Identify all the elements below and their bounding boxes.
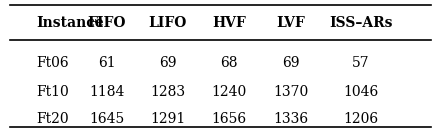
Text: 1240: 1240 (212, 85, 247, 99)
Text: 69: 69 (159, 56, 177, 70)
Text: Instance: Instance (37, 16, 104, 30)
Text: 1336: 1336 (273, 112, 308, 126)
Text: Ft10: Ft10 (37, 85, 69, 99)
Text: 61: 61 (98, 56, 116, 70)
Text: LVF: LVF (276, 16, 305, 30)
Text: LIFO: LIFO (149, 16, 187, 30)
Text: 57: 57 (352, 56, 370, 70)
Text: 1283: 1283 (150, 85, 186, 99)
Text: FIFO: FIFO (87, 16, 126, 30)
Text: 68: 68 (220, 56, 238, 70)
Text: Ft20: Ft20 (37, 112, 69, 126)
Text: HVF: HVF (213, 16, 246, 30)
Text: 1656: 1656 (212, 112, 247, 126)
Text: 1645: 1645 (89, 112, 124, 126)
Text: 1370: 1370 (273, 85, 308, 99)
Text: 1046: 1046 (343, 85, 378, 99)
Text: 1184: 1184 (89, 85, 124, 99)
Text: 1206: 1206 (343, 112, 378, 126)
Text: ISS–ARs: ISS–ARs (329, 16, 392, 30)
Text: Ft06: Ft06 (37, 56, 69, 70)
Text: 1291: 1291 (150, 112, 186, 126)
Text: 69: 69 (282, 56, 299, 70)
